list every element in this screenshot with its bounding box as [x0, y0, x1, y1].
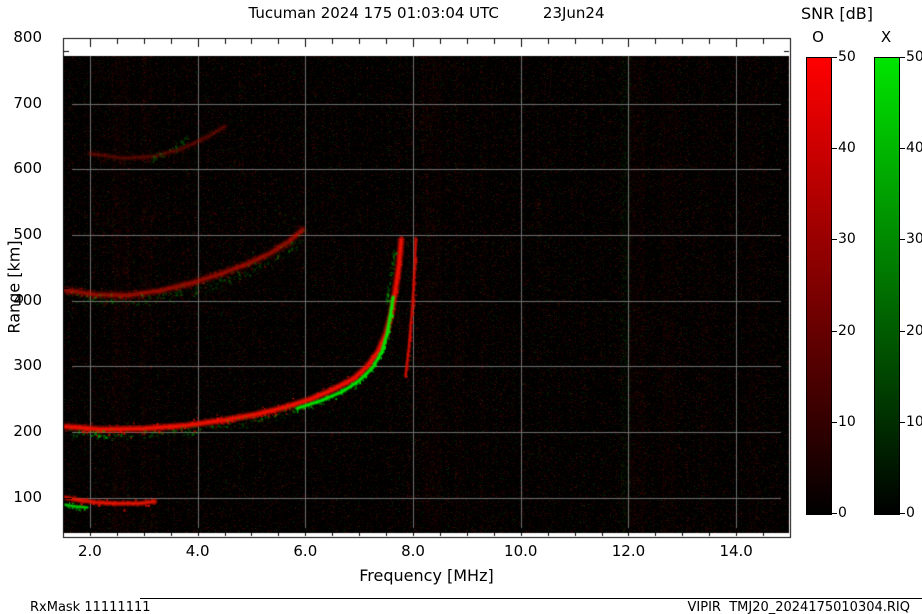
x-axis-tick-label: 10.0 — [504, 542, 538, 560]
x-colorbar-tick — [900, 513, 905, 514]
y-axis-tick-label: 200 — [13, 421, 42, 440]
filename-text: VIPIR TMJ20_2024175010304.RIQ — [687, 600, 911, 614]
o-colorbar-tick — [832, 57, 837, 58]
o-mode-label: O — [812, 28, 824, 46]
y-axis-tick-label: 500 — [13, 224, 42, 243]
x-axis-tick-label: 6.0 — [293, 542, 318, 560]
x-axis-tick-label: 14.0 — [719, 542, 753, 560]
o-colorbar-tick — [832, 421, 837, 423]
title-date: 23Jun24 — [542, 4, 605, 22]
snr-colorbar-title: SNR [dB] — [801, 4, 873, 23]
x-axis-tick-label: 8.0 — [401, 542, 425, 560]
o-colorbar-tick-label: 50 — [838, 49, 856, 65]
x-colorbar-tick-label: 20 — [906, 322, 922, 339]
x-colorbar-tick-label: 0 — [906, 505, 915, 521]
y-axis-tick-label: 400 — [13, 290, 42, 309]
footer-divider — [140, 598, 922, 599]
rxmask-text: RxMask 11111111 — [30, 600, 151, 614]
y-axis-tick-label: 600 — [13, 159, 42, 178]
x-colorbar-tick — [900, 421, 905, 423]
x-axis-tick-label: 4.0 — [185, 542, 210, 560]
x-colorbar — [874, 57, 900, 515]
x-colorbar-tick-label: 30 — [906, 231, 922, 248]
x-axis-tick-label: 12.0 — [611, 542, 646, 560]
o-colorbar-tick-label: 10 — [838, 413, 856, 430]
x-colorbar-tick — [900, 148, 905, 150]
x-colorbar-tick-label: 40 — [906, 140, 922, 157]
title-station-time: Tucuman 2024 175 01:03:04 UTC — [248, 4, 499, 22]
o-colorbar-tick — [832, 239, 837, 241]
x-colorbar-tick-label: 50 — [906, 49, 922, 65]
figure-title: Tucuman 2024 175 01:03:04 UTC 23Jun24 — [63, 3, 790, 23]
o-colorbar-tick-label: 40 — [838, 140, 856, 157]
x-colorbar-tick-label: 10 — [906, 413, 922, 430]
o-colorbar-tick — [832, 513, 837, 514]
x-axis-tick-label: 2.0 — [77, 542, 102, 560]
x-colorbar-tick — [900, 330, 905, 332]
o-colorbar-tick-label: 20 — [838, 322, 856, 339]
x-axis-label: Frequency [MHz] — [359, 566, 494, 585]
y-axis-tick-label: 300 — [13, 356, 42, 375]
o-colorbar-tick-label: 0 — [838, 505, 847, 521]
y-axis-label: Range [km] — [4, 240, 24, 334]
o-colorbar — [806, 57, 832, 515]
o-colorbar-tick — [832, 330, 837, 332]
x-mode-label: X — [880, 28, 892, 46]
x-colorbar-tick — [900, 239, 905, 241]
y-axis-tick-label: 700 — [13, 93, 42, 112]
o-colorbar-tick-label: 30 — [838, 231, 856, 248]
y-axis-tick-label: 800 — [13, 28, 42, 46]
o-colorbar-tick — [832, 148, 837, 150]
x-colorbar-tick — [900, 57, 905, 58]
y-axis-tick-label: 100 — [13, 487, 42, 506]
